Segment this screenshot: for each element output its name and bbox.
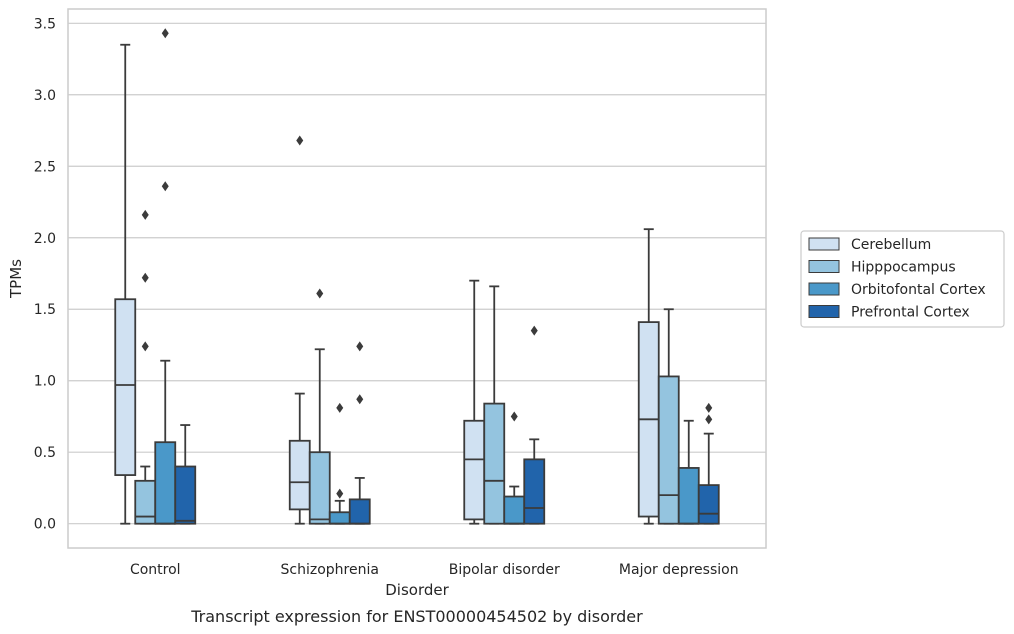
box-prefrontal-cortex — [174, 424, 197, 525]
box-prefrontal-cortex — [523, 325, 546, 525]
box-rect — [677, 467, 700, 525]
y-axis-label: TPMs — [7, 259, 25, 299]
y-tick-label: 2.0 — [34, 231, 56, 247]
legend-frame — [800, 230, 1005, 328]
outlier-point — [141, 209, 149, 220]
outlier-point — [161, 28, 169, 39]
y-tick-label: 0.0 — [34, 517, 56, 533]
box-rect — [348, 498, 371, 525]
figure-caption: Transcript expression for ENST0000045450… — [190, 607, 643, 626]
outlier-point — [705, 414, 713, 425]
outlier-point — [161, 181, 169, 192]
box-rect — [328, 511, 351, 525]
box-orbitofontal-cortex — [154, 28, 177, 525]
outlier-point — [141, 272, 149, 283]
legend-label: Cerebellum — [851, 237, 931, 253]
box-hipppocampus — [657, 308, 680, 525]
plot-frame — [67, 8, 767, 549]
box-rect — [483, 402, 506, 525]
box-rect — [697, 484, 720, 525]
outlier-point — [356, 341, 364, 352]
box-hipppocampus — [483, 285, 506, 525]
x-tick-label: Major depression — [619, 562, 739, 578]
legend-swatch — [808, 237, 840, 251]
box-prefrontal-cortex — [697, 402, 720, 525]
box-rect — [523, 458, 546, 525]
x-axis-label: Disorder — [385, 581, 449, 599]
legend-label: Orbitofontal Cortex — [851, 282, 986, 298]
x-axis-ticks: Control Schizophrenia Bipolar disorder Majo… — [130, 562, 739, 578]
box-rect — [288, 439, 311, 511]
box-rect — [174, 465, 197, 525]
box-cerebellum — [463, 279, 486, 525]
x-tick-label: Control — [130, 562, 181, 578]
legend-label: Prefrontal Cortex — [851, 305, 970, 321]
y-tick-label: 1.0 — [34, 374, 56, 390]
box-rect — [154, 441, 177, 525]
outlier-point — [336, 488, 344, 499]
outlier-point — [336, 402, 344, 413]
outlier-point — [705, 402, 713, 413]
box-hipppocampus — [308, 288, 331, 525]
y-tick-label: 1.5 — [34, 302, 56, 318]
legend-swatch — [808, 260, 840, 273]
box-rect — [308, 451, 331, 525]
box-rect — [463, 419, 486, 521]
y-tick-label: 0.5 — [34, 445, 56, 461]
legend-label: Hipppocampus — [851, 260, 956, 276]
box-orbitofontal-cortex — [328, 402, 351, 525]
box-plot-area — [114, 28, 720, 525]
box-cerebellum — [288, 135, 311, 525]
legend: Cerebellum Hipppocampus Orbitofontal Corte… — [800, 230, 1005, 328]
outlier-point — [141, 341, 149, 352]
box-prefrontal-cortex — [348, 341, 371, 525]
outlier-point — [316, 288, 324, 299]
box-cerebellum — [114, 43, 137, 525]
box-rect — [503, 495, 526, 525]
y-axis-ticks: 0.0 0.5 1.0 1.5 2.0 2.5 3.0 3.5 — [34, 16, 56, 532]
y-tick-label: 2.5 — [34, 159, 56, 175]
outlier-point — [510, 411, 518, 422]
box-rect — [657, 375, 680, 525]
box-rect — [114, 298, 137, 476]
grid-lines — [68, 22, 766, 525]
legend-swatch — [808, 305, 840, 318]
box-hipppocampus — [134, 209, 157, 525]
y-tick-label: 3.0 — [34, 88, 56, 104]
outlier-point — [356, 394, 364, 405]
outlier-point — [530, 325, 538, 336]
box-orbitofontal-cortex — [503, 411, 526, 525]
legend-swatch — [808, 282, 840, 296]
y-tick-label: 3.5 — [34, 16, 56, 32]
box-orbitofontal-cortex — [677, 419, 700, 525]
box-cerebellum — [637, 228, 660, 525]
x-tick-label: Bipolar disorder — [449, 562, 560, 578]
x-tick-label: Schizophrenia — [281, 562, 379, 578]
outlier-point — [296, 135, 304, 146]
